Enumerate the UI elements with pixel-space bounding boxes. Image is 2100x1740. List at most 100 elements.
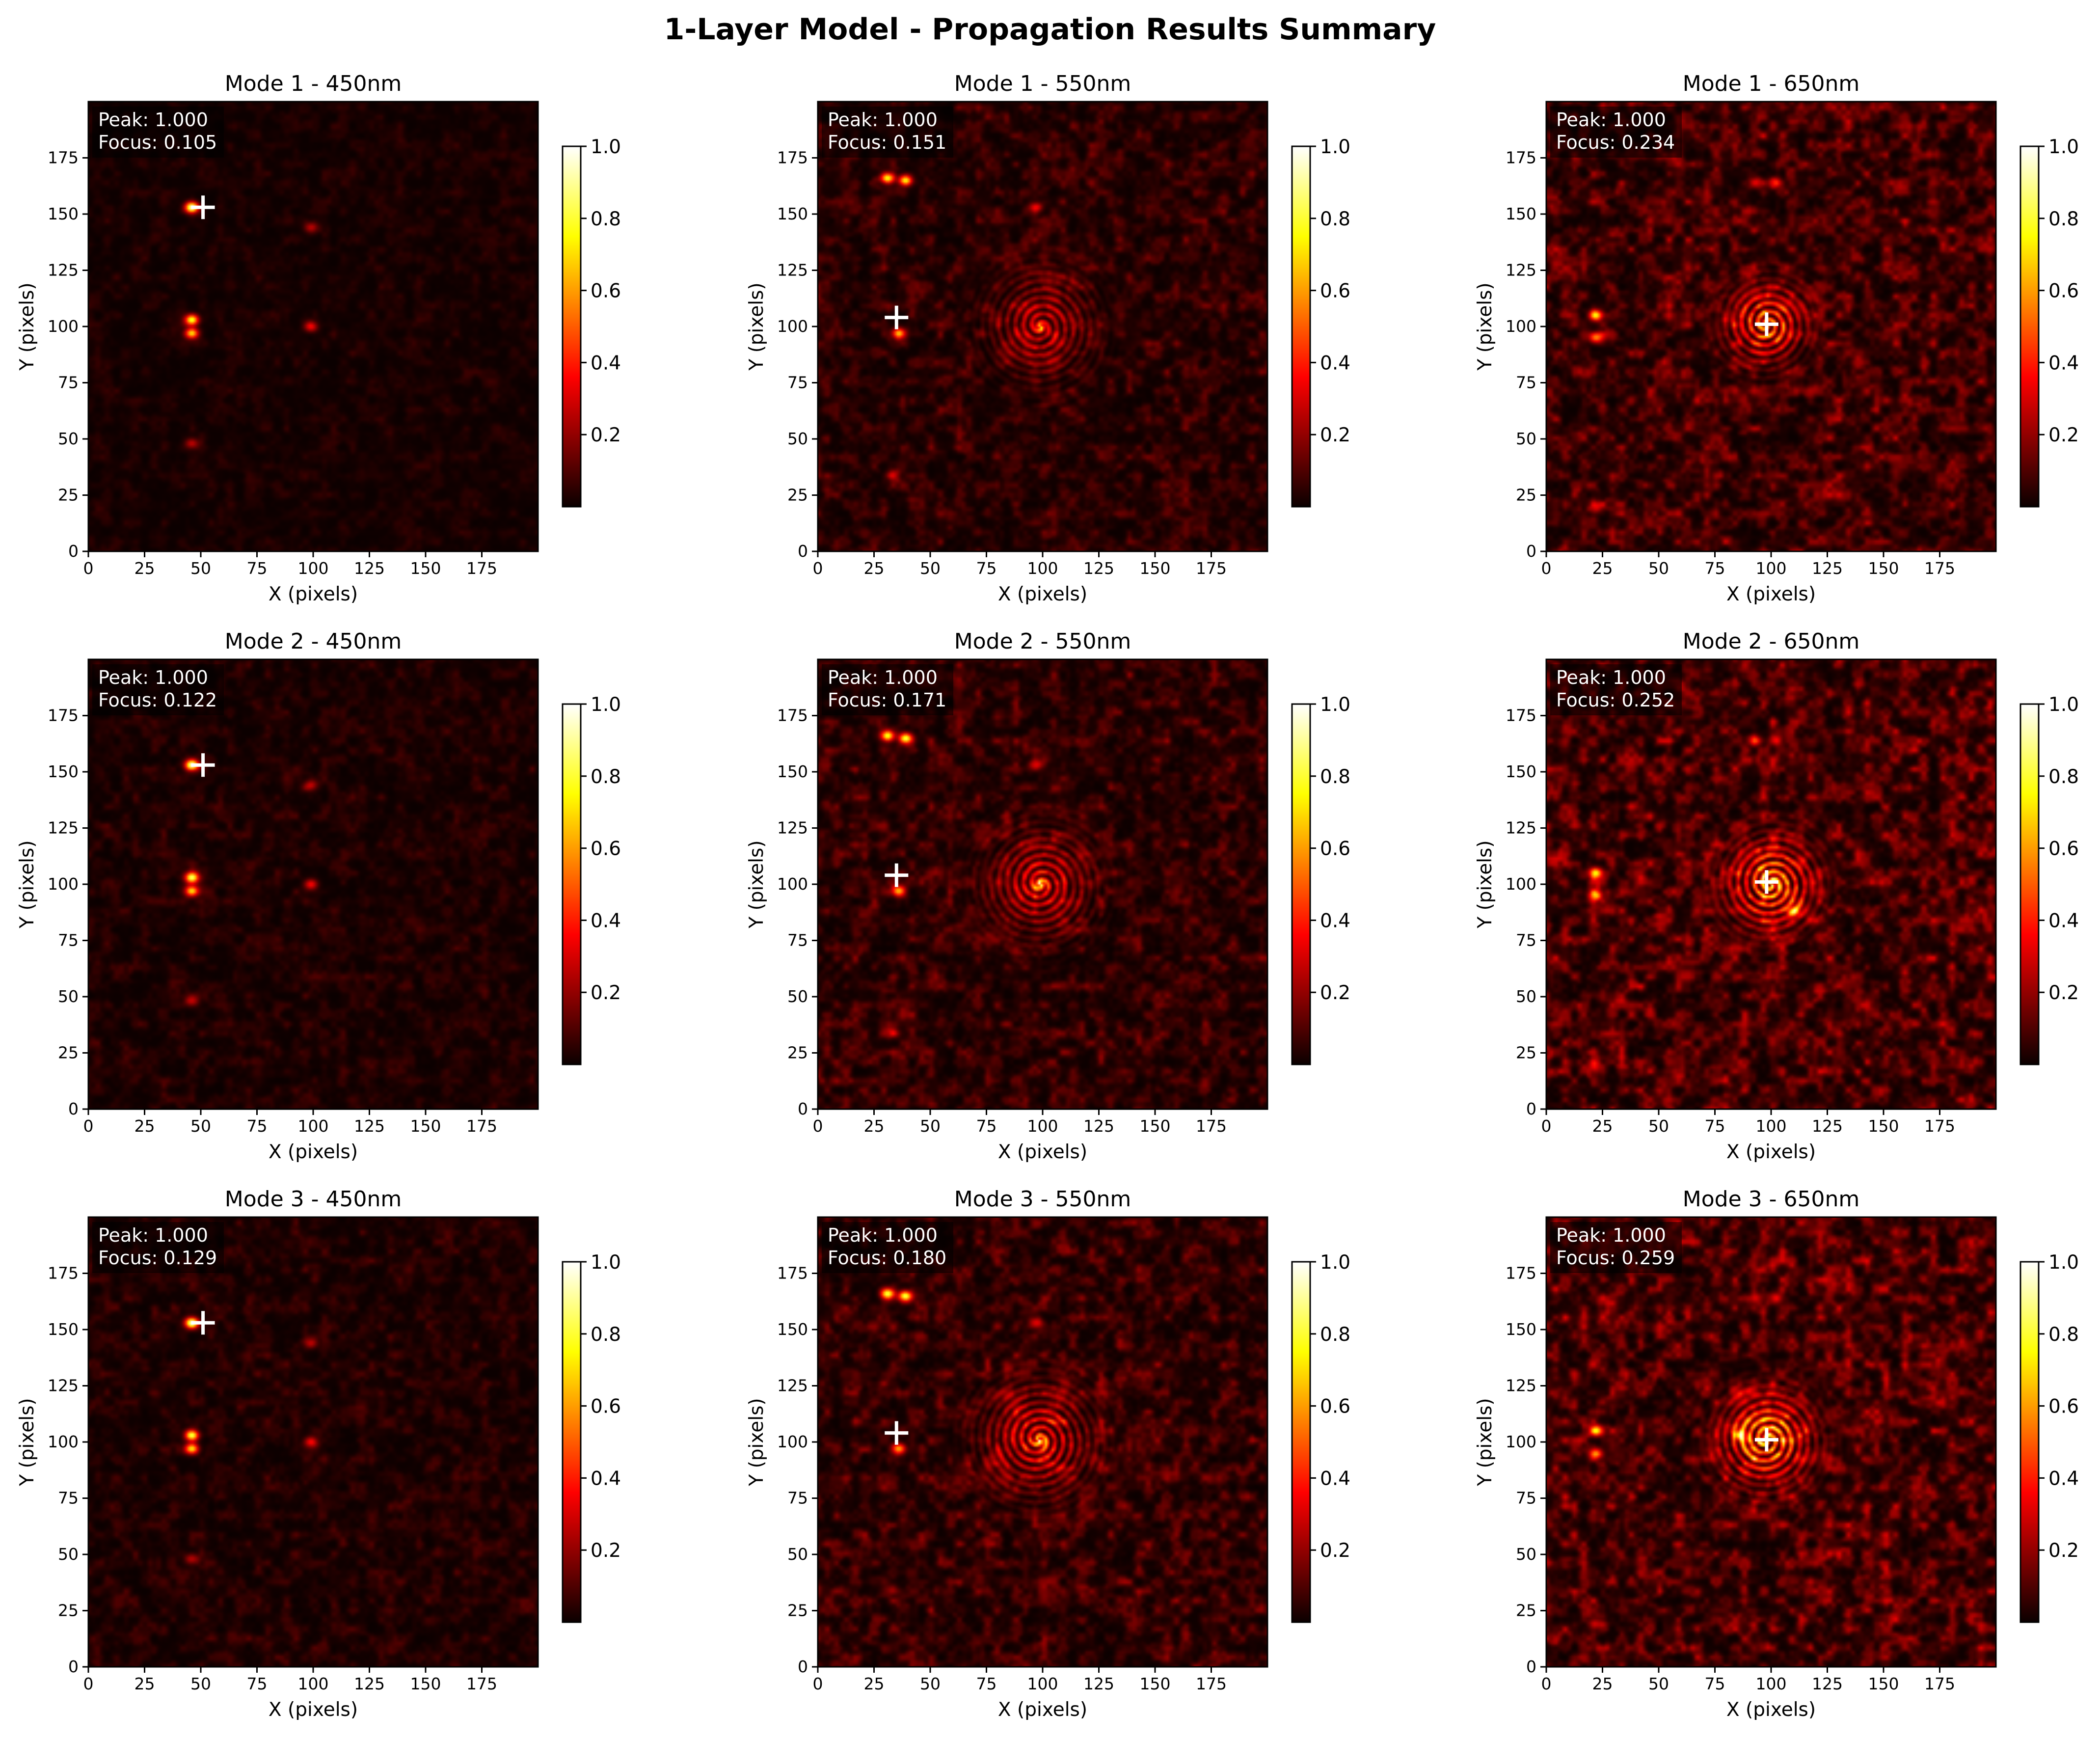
colorbar-tick-label: 0.4 — [2048, 1468, 2079, 1490]
x-tick-label: 75 — [247, 1116, 268, 1136]
x-tick-label: 125 — [1083, 1674, 1114, 1693]
colorbar-tick-label: 0.8 — [2048, 208, 2079, 230]
x-tick-label: 25 — [1592, 559, 1613, 578]
y-tick-label: 0 — [798, 542, 808, 561]
y-tick-label: 75 — [1516, 931, 1536, 950]
y-tick-label: 175 — [48, 706, 79, 725]
y-tick-label: 125 — [1506, 1376, 1536, 1395]
y-tick-label: 0 — [1526, 1657, 1536, 1676]
panel-title: Mode 1 - 650nm — [1683, 71, 1859, 96]
x-tick-label: 125 — [354, 1116, 385, 1136]
x-tick-label: 150 — [410, 1674, 441, 1693]
y-tick-label: 125 — [777, 1376, 808, 1395]
x-tick-label: 25 — [864, 559, 885, 578]
y-tick-label: 25 — [58, 1601, 79, 1620]
heatmap-image — [88, 102, 538, 551]
y-tick-label: 125 — [1506, 818, 1536, 838]
y-tick-label: 25 — [1516, 486, 1536, 505]
panel-title: Mode 3 - 450nm — [225, 1187, 402, 1212]
x-tick-label: 100 — [1027, 559, 1058, 578]
colorbar-tick-label: 0.4 — [591, 910, 621, 932]
x-tick-label: 175 — [466, 1674, 497, 1693]
y-axis-label: Y (pixels) — [16, 840, 38, 928]
colorbar-tick-label: 0.4 — [1320, 352, 1350, 374]
x-tick-label: 50 — [920, 1674, 941, 1693]
colorbar-tick-label: 0.8 — [2048, 766, 2079, 788]
colorbar — [1291, 145, 1311, 508]
y-tick-label: 25 — [787, 1601, 808, 1620]
x-tick-label: 100 — [298, 1116, 329, 1136]
y-tick-label: 100 — [777, 317, 808, 336]
colorbar-tick-label: 0.2 — [1320, 424, 1350, 446]
panel-title: Mode 1 - 450nm — [225, 71, 402, 96]
heatmap-panel: Mode 2 - 650nm 0 25 50 75 100 125 150 175 0 25 50 75… — [1474, 629, 2079, 1163]
x-tick-label: 175 — [466, 559, 497, 578]
y-tick-label: 125 — [48, 261, 79, 280]
x-tick-label: 25 — [135, 559, 155, 578]
x-tick-label: 25 — [135, 1116, 155, 1136]
heatmap-panel: Mode 1 - 450nm 0 25 50 75 100 125 150 175 0 25 50 75… — [16, 71, 621, 605]
y-tick-label: 175 — [777, 1264, 808, 1283]
colorbar-tick-label: 0.2 — [1320, 982, 1350, 1004]
peak-annotation: Peak: 1.000 — [828, 1224, 938, 1246]
figure-title: 1-Layer Model - Propagation Results Summ… — [664, 12, 1436, 47]
x-tick-label: 25 — [864, 1116, 885, 1136]
y-tick-label: 25 — [787, 1043, 808, 1062]
x-tick-label: 175 — [466, 1116, 497, 1136]
y-tick-label: 50 — [1516, 987, 1536, 1006]
y-axis-label: Y (pixels) — [1474, 840, 1496, 928]
colorbar-tick-label: 0.4 — [1320, 910, 1350, 932]
colorbar-tick-label: 0.4 — [2048, 352, 2079, 374]
x-tick-label: 100 — [1027, 1674, 1058, 1693]
colorbar-tick-label: 1.0 — [1320, 1251, 1350, 1274]
x-tick-label: 0 — [813, 1116, 823, 1136]
x-tick-label: 50 — [920, 559, 941, 578]
y-tick-label: 100 — [1506, 317, 1536, 336]
x-tick-label: 0 — [83, 1116, 94, 1136]
y-tick-label: 125 — [48, 818, 79, 838]
focus-annotation: Focus: 0.105 — [98, 132, 217, 153]
colorbar-tick-label: 0.6 — [2048, 280, 2079, 302]
y-tick-label: 75 — [58, 931, 79, 950]
x-axis-label: X (pixels) — [998, 1699, 1087, 1721]
y-axis-label: Y (pixels) — [16, 282, 38, 371]
peak-annotation: Peak: 1.000 — [98, 109, 208, 131]
y-tick-label: 150 — [48, 204, 79, 223]
x-tick-label: 0 — [83, 1674, 94, 1693]
x-tick-label: 50 — [190, 559, 211, 578]
annotation-box — [1550, 1222, 1682, 1273]
x-tick-label: 75 — [1705, 559, 1725, 578]
y-tick-label: 175 — [777, 148, 808, 167]
colorbar-tick-label: 0.6 — [591, 1396, 621, 1418]
y-tick-label: 150 — [48, 762, 79, 781]
y-tick-label: 0 — [68, 1099, 79, 1118]
y-tick-label: 175 — [1506, 1264, 1536, 1283]
heatmap-panel: Mode 1 - 650nm 0 25 50 75 100 125 150 175 0 25 50 75… — [1474, 71, 2079, 605]
y-axis-label: Y (pixels) — [746, 1398, 768, 1486]
annotation-box — [1550, 664, 1682, 715]
y-tick-label: 125 — [777, 261, 808, 280]
annotation-box — [1550, 107, 1682, 158]
x-tick-label: 125 — [1812, 1116, 1843, 1136]
y-tick-label: 25 — [58, 1043, 79, 1062]
colorbar-tick-label: 0.6 — [1320, 280, 1350, 302]
heatmap-panel: Mode 1 - 550nm 0 25 50 75 100 125 150 175 0 25 50 75… — [746, 71, 1350, 605]
x-axis-label: X (pixels) — [269, 1141, 358, 1163]
panel-title: Mode 3 - 650nm — [1683, 1187, 1859, 1212]
colorbar-tick-label: 0.8 — [2048, 1324, 2079, 1346]
y-tick-label: 75 — [787, 373, 808, 392]
x-tick-label: 150 — [1868, 559, 1899, 578]
colorbar-tick-label: 0.4 — [591, 1468, 621, 1490]
x-tick-label: 175 — [1196, 1116, 1227, 1136]
y-tick-label: 50 — [787, 429, 808, 448]
x-tick-label: 150 — [1140, 559, 1171, 578]
annotation-box — [92, 107, 224, 158]
heatmap-panel: Mode 2 - 450nm 0 25 50 75 100 125 150 175 0 25 50 75… — [16, 629, 621, 1163]
x-axis-label: X (pixels) — [269, 583, 358, 605]
colorbar-tick-label: 0.6 — [2048, 838, 2079, 860]
colorbar-tick-label: 0.8 — [591, 766, 621, 788]
colorbar-tick-label: 0.4 — [1320, 1468, 1350, 1490]
y-tick-label: 150 — [48, 1320, 79, 1339]
x-axis-label: X (pixels) — [1726, 1699, 1816, 1721]
